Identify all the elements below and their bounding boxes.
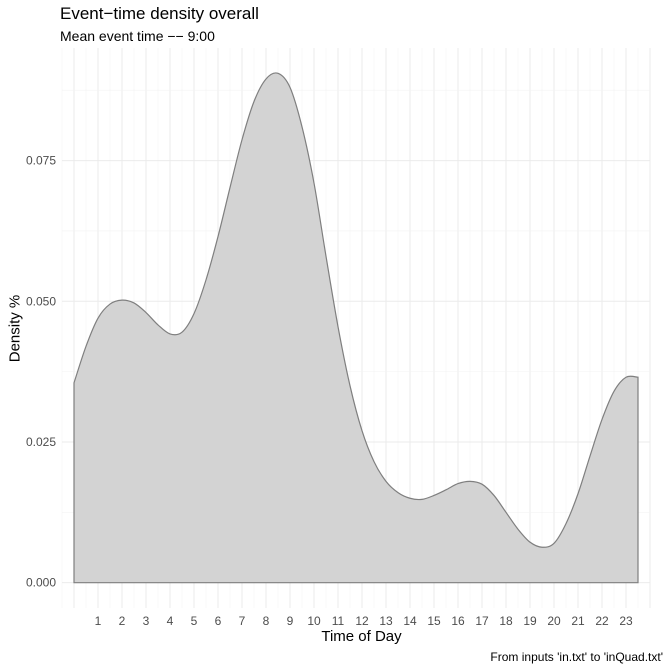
x-tick-label: 6 bbox=[215, 614, 222, 628]
y-tick-labels: 0.000 0.025 0.050 0.075 bbox=[26, 154, 56, 590]
x-tick-label: 13 bbox=[379, 614, 393, 628]
x-tick-label: 14 bbox=[403, 614, 417, 628]
x-tick-label: 19 bbox=[523, 614, 537, 628]
x-tick-label: 9 bbox=[287, 614, 294, 628]
x-axis-label: Time of Day bbox=[321, 628, 402, 645]
y-tick-label: 0.000 bbox=[26, 576, 56, 590]
x-tick-label: 8 bbox=[263, 614, 270, 628]
x-tick-label: 21 bbox=[571, 614, 585, 628]
x-tick-label: 16 bbox=[451, 614, 465, 628]
x-tick-label: 22 bbox=[595, 614, 609, 628]
x-tick-label: 15 bbox=[427, 614, 441, 628]
x-tick-label: 11 bbox=[332, 614, 345, 628]
chart-subtitle: Mean event time −− 9:00 bbox=[60, 28, 215, 44]
x-tick-labels: 1 2 3 4 5 6 7 8 9 10 11 12 13 14 15 16 17 18 19 20 21 22 23 bbox=[95, 614, 633, 628]
x-tick-label: 2 bbox=[119, 614, 126, 628]
x-tick-label: 17 bbox=[475, 614, 489, 628]
y-axis-label: Density % bbox=[6, 294, 24, 363]
x-tick-label: 7 bbox=[239, 614, 246, 628]
y-tick-label: 0.025 bbox=[26, 435, 56, 449]
x-tick-label: 12 bbox=[355, 614, 369, 628]
density-area-layer bbox=[73, 72, 639, 584]
density-area bbox=[73, 72, 639, 584]
x-tick-label: 4 bbox=[167, 614, 174, 628]
y-tick-label: 0.075 bbox=[26, 154, 56, 168]
x-tick-label: 10 bbox=[307, 614, 321, 628]
x-tick-label: 20 bbox=[547, 614, 561, 628]
y-tick-label: 0.050 bbox=[26, 294, 56, 308]
x-tick-label: 5 bbox=[191, 614, 198, 628]
x-tick-label: 3 bbox=[143, 614, 150, 628]
chart-caption: From inputs 'in.txt' to 'inQuad.txt' bbox=[490, 650, 663, 664]
x-tick-label: 18 bbox=[499, 614, 513, 628]
chart-title: Event−time density overall bbox=[60, 4, 259, 23]
x-tick-label: 23 bbox=[619, 614, 633, 628]
x-tick-label: 1 bbox=[95, 614, 102, 628]
